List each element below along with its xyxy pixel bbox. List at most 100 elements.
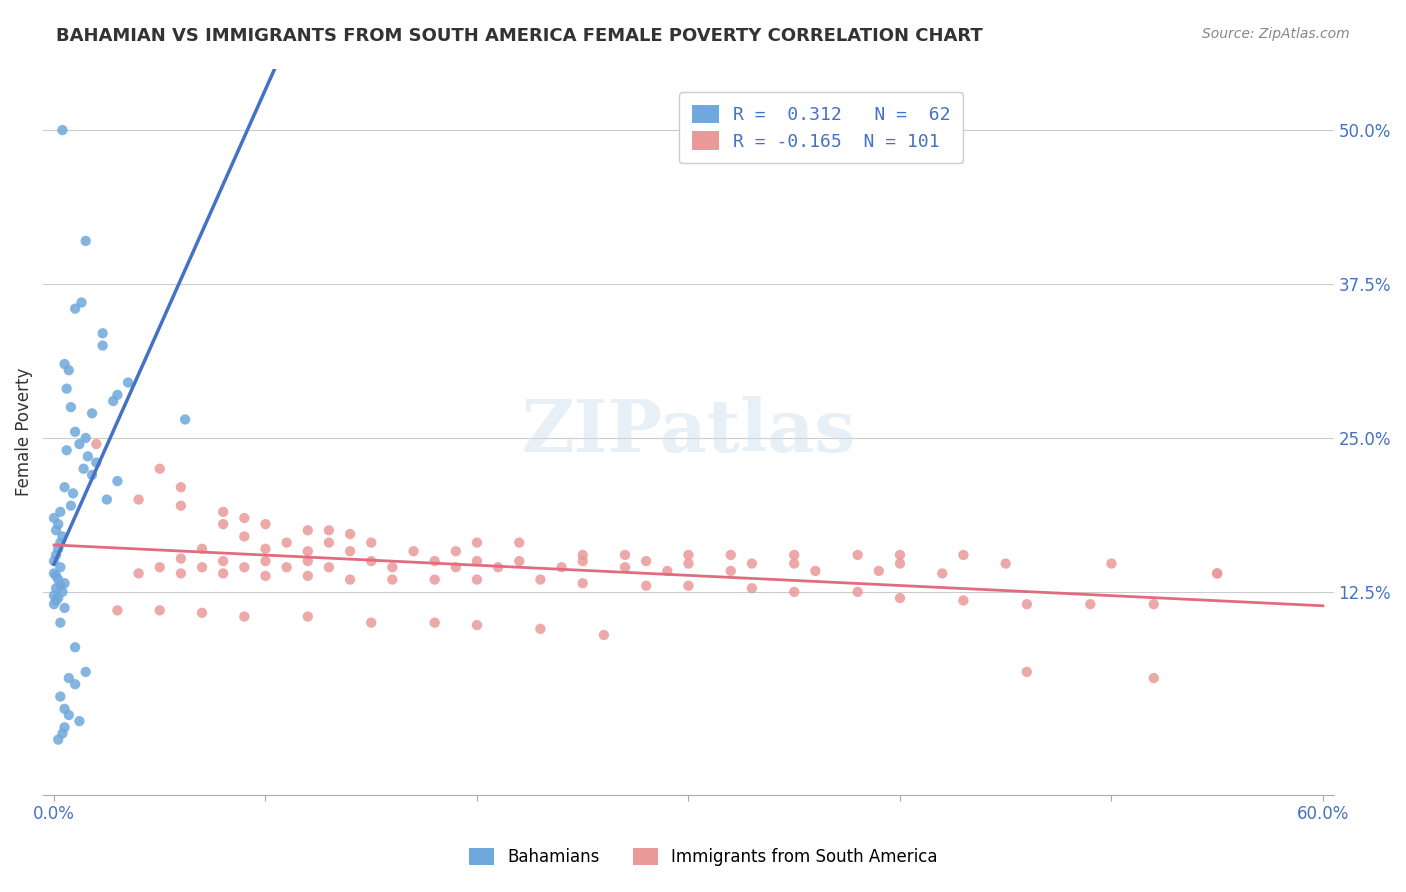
Point (1078, 597, 1101, 611)
Point (952, 593, 974, 607)
Point (444, 560, 467, 574)
Point (486, 560, 509, 574)
Point (51, 529, 73, 543)
Point (212, 566, 235, 581)
Point (571, 576, 593, 591)
Point (657, 564, 679, 578)
Point (149, 603, 172, 617)
Point (53, 702, 76, 716)
Point (191, 541, 214, 556)
Point (1143, 671, 1166, 685)
Point (46, 517, 69, 532)
Point (402, 544, 425, 558)
Point (51, 585, 73, 599)
Point (58, 363, 80, 377)
Point (70, 295, 93, 310)
Point (614, 560, 637, 574)
Point (508, 554, 530, 568)
Point (233, 511, 256, 525)
Point (846, 585, 869, 599)
Point (931, 566, 953, 581)
Point (339, 573, 361, 587)
Point (994, 557, 1017, 571)
Point (45, 548, 67, 562)
Point (42, 554, 65, 568)
Point (63, 640, 86, 655)
Point (339, 527, 361, 541)
Point (59, 400, 82, 414)
Point (889, 557, 911, 571)
Point (55, 443, 77, 458)
Point (107, 474, 129, 488)
Point (720, 564, 742, 578)
Point (170, 480, 193, 494)
Point (614, 548, 637, 562)
Point (46, 591, 69, 605)
Point (297, 609, 319, 624)
Point (741, 581, 763, 595)
Point (103, 394, 125, 409)
Point (107, 388, 129, 402)
Point (212, 554, 235, 568)
Point (444, 544, 467, 558)
Point (297, 544, 319, 558)
Point (360, 554, 382, 568)
Point (91, 338, 114, 352)
Point (783, 557, 806, 571)
Point (96, 492, 118, 507)
Point (297, 524, 319, 538)
Point (465, 554, 488, 568)
Point (508, 535, 530, 549)
Point (465, 618, 488, 632)
Point (170, 551, 193, 566)
Point (170, 566, 193, 581)
Point (46, 573, 69, 587)
Point (297, 554, 319, 568)
Point (75, 234, 97, 248)
Point (49, 579, 72, 593)
Point (804, 564, 827, 578)
Point (72, 461, 94, 475)
Point (49, 535, 72, 549)
Point (254, 554, 277, 568)
Point (80, 406, 103, 420)
Point (254, 569, 277, 583)
Point (783, 585, 806, 599)
Point (1143, 597, 1166, 611)
Point (62, 486, 84, 500)
Point (42, 597, 65, 611)
Point (233, 609, 256, 624)
Point (75, 665, 97, 679)
Point (53, 720, 76, 734)
Legend: R =  0.312   N =  62, R = -0.165  N = 101: R = 0.312 N = 62, R = -0.165 N = 101 (679, 92, 963, 163)
Point (423, 615, 446, 630)
Point (318, 560, 340, 574)
Point (233, 560, 256, 574)
Point (80, 467, 103, 482)
Point (76, 450, 98, 464)
Point (381, 573, 404, 587)
Point (678, 579, 700, 593)
Point (117, 376, 139, 390)
Point (636, 579, 658, 593)
Point (84, 456, 107, 470)
Point (191, 560, 214, 574)
Point (149, 560, 172, 574)
Text: Source: ZipAtlas.com: Source: ZipAtlas.com (1202, 27, 1350, 41)
Point (212, 505, 235, 519)
Point (381, 560, 404, 574)
Point (55, 382, 77, 396)
Legend: Bahamians, Immigrants from South America: Bahamians, Immigrants from South America (460, 840, 946, 875)
Point (53, 576, 76, 591)
Point (636, 554, 658, 568)
Point (529, 622, 551, 636)
Point (149, 461, 172, 475)
Point (571, 548, 593, 562)
Point (67, 714, 90, 728)
Point (465, 535, 488, 549)
Point (49, 505, 72, 519)
Point (174, 412, 197, 426)
Point (45, 524, 67, 538)
Point (360, 615, 382, 630)
Point (42, 566, 65, 581)
